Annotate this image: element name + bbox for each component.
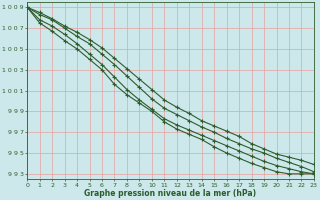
X-axis label: Graphe pression niveau de la mer (hPa): Graphe pression niveau de la mer (hPa): [84, 189, 257, 198]
